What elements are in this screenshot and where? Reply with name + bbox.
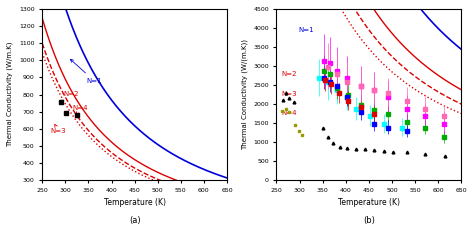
Text: N=3: N=3	[51, 124, 66, 134]
Text: N=4: N=4	[73, 105, 88, 115]
X-axis label: Temperature (K): Temperature (K)	[104, 198, 165, 207]
Y-axis label: Thermal Conductivity (W/(m.K)): Thermal Conductivity (W/(m.K))	[241, 39, 248, 150]
Title: (a): (a)	[129, 216, 140, 225]
Text: N=4: N=4	[281, 110, 297, 117]
Text: N=3: N=3	[281, 91, 297, 98]
Text: N=1: N=1	[299, 27, 314, 33]
Y-axis label: Thermal Conductivity (W/m.K): Thermal Conductivity (W/m.K)	[7, 42, 13, 147]
Text: N=2: N=2	[60, 91, 79, 103]
Title: (b): (b)	[363, 216, 375, 225]
Text: N=1: N=1	[71, 59, 102, 84]
Text: N=2: N=2	[281, 70, 297, 77]
X-axis label: Temperature (K): Temperature (K)	[338, 198, 400, 207]
